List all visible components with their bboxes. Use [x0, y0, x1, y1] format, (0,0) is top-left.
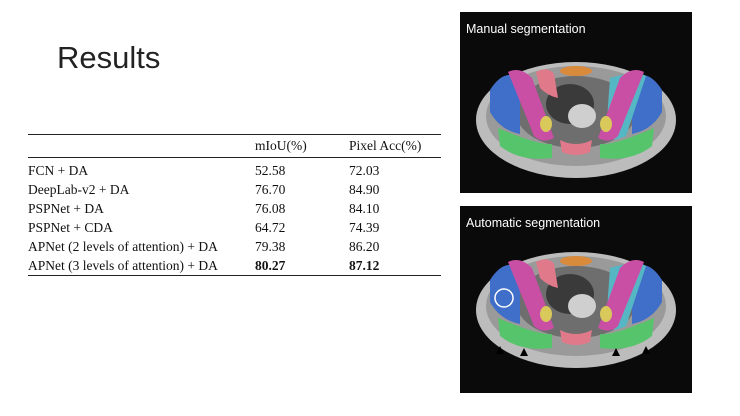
table-row: APNet (3 levels of attention) + DA 80.27… [28, 256, 441, 276]
arrowhead-marker [642, 346, 650, 354]
manual-segmentation-image: Manual segmentation [460, 12, 692, 193]
table-row: APNet (2 levels of attention) + DA 79.38… [28, 237, 441, 256]
table-row: DeepLab-v2 + DA 76.70 84.90 [28, 180, 441, 199]
results-table: mIoU(%) Pixel Acc(%) FCN + DA 52.58 72.0… [28, 134, 441, 276]
arrowhead-marker [520, 348, 528, 356]
table-row: PSPNet + CDA 64.72 74.39 [28, 218, 441, 237]
arrowhead-marker [496, 346, 504, 354]
method-cell: PSPNet + DA [28, 200, 104, 216]
miou-cell: 76.70 [255, 181, 286, 197]
slide-title: Results [57, 40, 161, 75]
method-cell: PSPNet + CDA [28, 219, 113, 235]
pelvis-mri-manual [476, 62, 676, 178]
pixel-acc-cell: 87.12 [349, 257, 380, 273]
table-row: FCN + DA 52.58 72.03 [28, 158, 441, 181]
table-header-row: mIoU(%) Pixel Acc(%) [28, 134, 441, 158]
pelvis-mri-automatic [476, 252, 676, 368]
miou-cell: 80.27 [255, 257, 286, 273]
automatic-segmentation-label: Automatic segmentation [466, 216, 601, 230]
pixel-acc-cell: 72.03 [349, 162, 380, 178]
pixel-acc-cell: 86.20 [349, 238, 380, 254]
miou-cell: 79.38 [255, 238, 286, 254]
header-method [28, 135, 255, 158]
header-pixel-acc: Pixel Acc(%) [349, 138, 422, 153]
error-circle-marker [494, 288, 514, 308]
arrowhead-marker [612, 348, 620, 356]
miou-cell: 52.58 [255, 162, 286, 178]
pixel-acc-cell: 74.39 [349, 219, 380, 235]
miou-cell: 64.72 [255, 219, 286, 235]
method-cell: APNet (2 levels of attention) + DA [28, 238, 218, 254]
manual-segmentation-label: Manual segmentation [466, 22, 586, 36]
method-cell: DeepLab-v2 + DA [28, 181, 130, 197]
header-miou: mIoU(%) [255, 138, 307, 153]
method-cell: APNet (3 levels of attention) + DA [28, 257, 218, 273]
miou-cell: 76.08 [255, 200, 286, 216]
pixel-acc-cell: 84.90 [349, 181, 380, 197]
method-cell: FCN + DA [28, 162, 89, 178]
pixel-acc-cell: 84.10 [349, 200, 380, 216]
table-row: PSPNet + DA 76.08 84.10 [28, 199, 441, 218]
automatic-segmentation-image: Automatic segmentation [460, 206, 692, 393]
